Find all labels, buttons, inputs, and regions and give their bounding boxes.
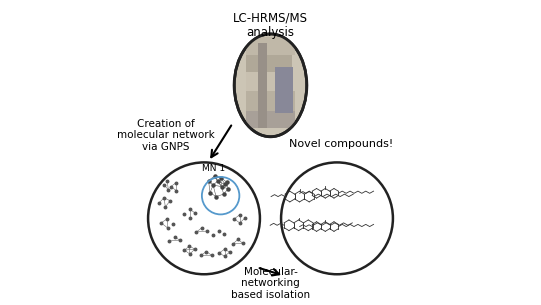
Bar bbox=[246, 37, 295, 55]
Bar bbox=[246, 92, 295, 111]
Text: MN 1: MN 1 bbox=[201, 164, 225, 173]
Bar bbox=[246, 111, 295, 128]
Bar bbox=[246, 55, 292, 72]
Ellipse shape bbox=[234, 34, 307, 137]
Circle shape bbox=[281, 162, 393, 274]
Text: Creation of
molecular network
via GNPS: Creation of molecular network via GNPS bbox=[117, 119, 215, 152]
Bar bbox=[275, 67, 293, 113]
Text: Molecular-
networking
based isolation: Molecular- networking based isolation bbox=[231, 267, 310, 300]
Text: LC-HRMS/MS
analysis: LC-HRMS/MS analysis bbox=[233, 11, 308, 39]
Circle shape bbox=[148, 162, 260, 274]
Bar bbox=[246, 72, 276, 92]
Text: Novel compounds!: Novel compounds! bbox=[289, 139, 394, 149]
Bar bbox=[259, 43, 267, 128]
